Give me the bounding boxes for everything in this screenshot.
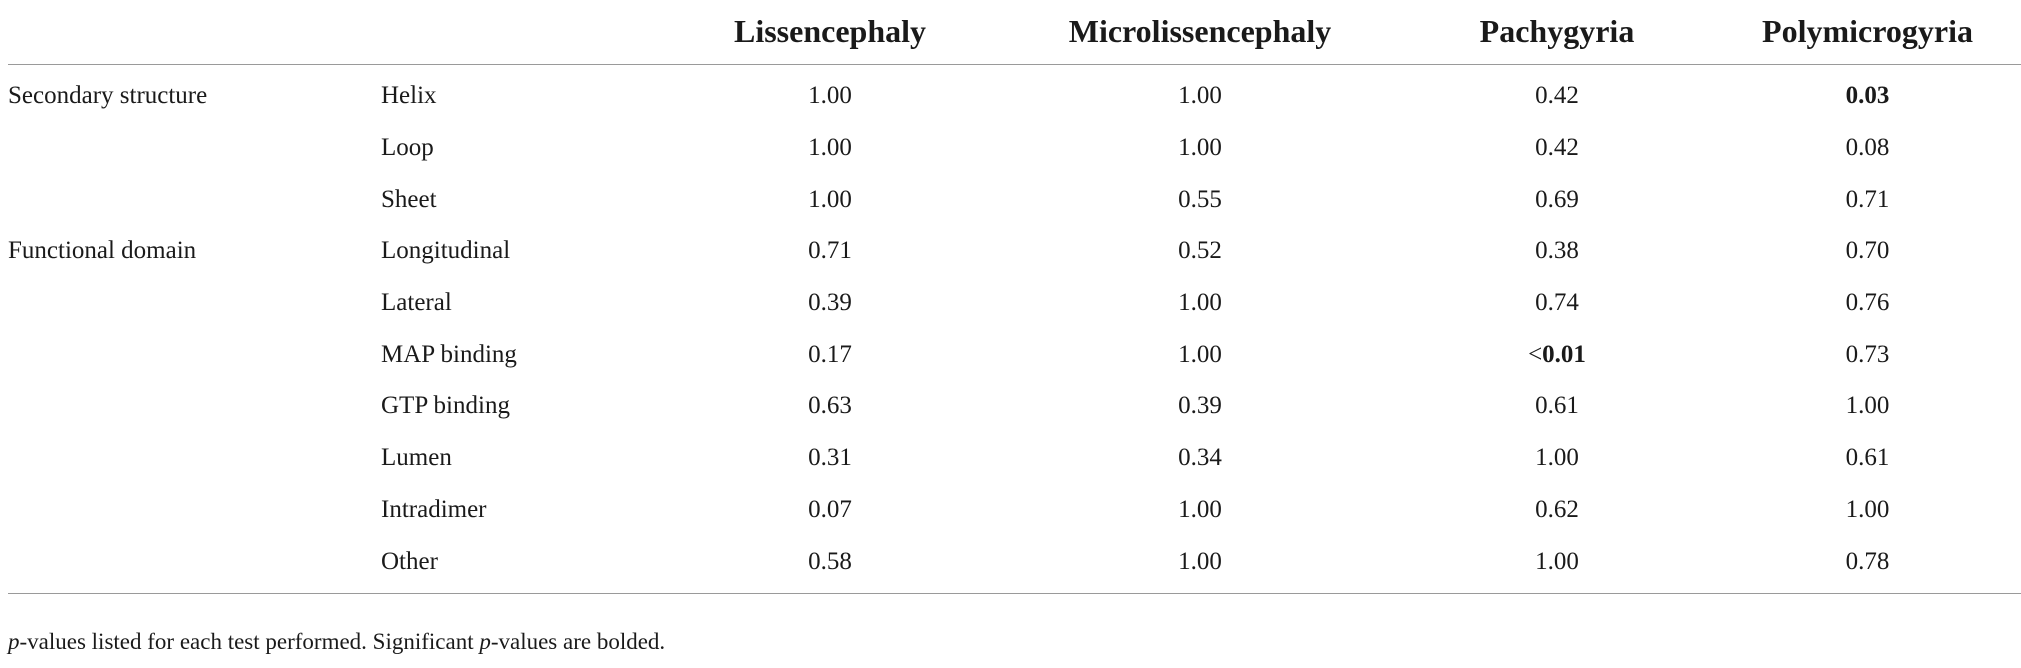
header-microlissencephaly: Microlissencephaly [1000,0,1400,65]
cell-lissencephaly: 1.00 [808,82,852,110]
header-lissencephaly: Lissencephaly [660,0,1000,65]
cell-polymicrogyria: 0.70 [1845,237,1890,265]
row-sub-label: Loop [381,134,434,162]
cell-pachygyria: 0.42 [1535,134,1579,162]
row-group-label [8,484,379,536]
cell-lissencephaly: 0.63 [808,392,852,420]
cell-pachygyria: 0.62 [1535,495,1579,523]
row-group-label: Secondary structure [8,82,208,110]
cell-pachygyria: 0.61 [1535,392,1579,420]
cell-microlissencephaly: 1.00 [1178,82,1222,110]
cell-pachygyria: 1.00 [1400,535,1714,595]
row-group-label [8,174,379,226]
row-group-label [8,277,379,329]
cell-pachygyria: 0.42 [1535,82,1579,110]
cell-microlissencephaly: 0.39 [1178,392,1222,420]
header-polymicrogyria: Polymicrogyria [1714,0,2021,65]
cell-microlissencephaly: 0.52 [1178,237,1222,265]
cell-microlissencephaly: 1.00 [1178,134,1222,162]
table-body: Secondary structure Helix 1.00 1.00 0.42 0.03… [8,64,2021,595]
table-row: Functional domain Longitudinal 0.71 0.52 0.3… [8,226,2021,278]
header-cell-group [8,0,379,65]
cell-lissencephaly: 0.07 [808,495,852,523]
cell-pachygyria: 1.00 [1535,444,1579,472]
row-group-label: Functional domain [8,237,197,265]
cell-polymicrogyria: 0.78 [1714,535,2021,595]
table-row: Lumen 0.31 0.34 1.00 0.61 [8,432,2021,484]
table-row: MAP binding 0.17 1.00 <0.01 0.73 [8,329,2021,381]
cell-microlissencephaly: 1.00 [1178,289,1222,317]
cell-lissencephaly: 0.71 [808,237,852,265]
cell-microlissencephaly: 1.00 [1178,495,1222,523]
cell-pachygyria: <0.01 [1528,340,1586,368]
row-sub-label: Other [379,535,660,595]
table-row: Loop 1.00 1.00 0.42 0.08 [8,122,2021,174]
cell-polymicrogyria: 0.03 [1845,82,1890,110]
cell-microlissencephaly: 1.00 [1178,340,1222,368]
footnote-text-2: -values are bolded. [490,629,666,654]
table-row: Other 0.58 1.00 1.00 0.78 [8,535,2021,595]
row-group-label [8,122,379,174]
footnote-p-symbol: p [8,629,20,654]
cell-polymicrogyria: 0.73 [1845,340,1890,368]
cell-pachygyria: 0.38 [1535,237,1579,265]
row-sub-label: Sheet [381,185,437,213]
cell-lissencephaly: 1.00 [808,134,852,162]
table-row: Sheet 1.00 0.55 0.69 0.71 [8,174,2021,226]
cell-polymicrogyria: 1.00 [1845,392,1890,420]
cell-microlissencephaly: 0.34 [1178,444,1222,472]
cell-lissencephaly: 0.31 [808,444,852,472]
table-row: Secondary structure Helix 1.00 1.00 0.42 0.03 [8,64,2021,122]
row-sub-label: Intradimer [381,495,487,523]
cell-polymicrogyria: 0.71 [1845,185,1890,213]
row-group-label [8,432,379,484]
cell-microlissencephaly: 0.55 [1178,185,1222,213]
cell-pachygyria: 0.74 [1535,289,1579,317]
row-sub-label: Longitudinal [381,237,511,265]
row-group-label [8,535,379,595]
cell-pachygyria: 0.69 [1535,185,1579,213]
cell-lissencephaly: 0.58 [660,535,1000,595]
row-sub-label: Lumen [381,444,452,472]
row-sub-label: MAP binding [381,340,517,368]
cell-polymicrogyria: 0.76 [1845,289,1890,317]
header-pachygyria: Pachygyria [1400,0,1714,65]
header-cell-sub [379,0,660,65]
results-table: Lissencephaly Microlissencephaly Pachygy… [8,0,2021,595]
cell-polymicrogyria: 1.00 [1845,495,1890,523]
cell-polymicrogyria: 0.08 [1845,134,1890,162]
table-header: Lissencephaly Microlissencephaly Pachygy… [8,0,2021,65]
row-sub-label: Helix [381,82,437,110]
cell-lissencephaly: 0.39 [808,289,852,317]
footnote-text-1: -values listed for each test performed. … [19,629,480,654]
row-group-label [8,381,379,433]
table-row: Lateral 0.39 1.00 0.74 0.76 [8,277,2021,329]
cell-microlissencephaly: 1.00 [1000,535,1400,595]
table-row: GTP binding 0.63 0.39 0.61 1.00 [8,381,2021,433]
cell-lissencephaly: 1.00 [808,185,852,213]
footnote-p-symbol: p [479,629,491,654]
row-sub-label: GTP binding [381,392,510,420]
table-footnote: p-values listed for each test performed.… [8,629,665,655]
table-row: Intradimer 0.07 1.00 0.62 1.00 [8,484,2021,536]
cell-lissencephaly: 0.17 [808,340,852,368]
row-sub-label: Lateral [381,289,452,317]
cell-polymicrogyria: 0.61 [1845,444,1890,472]
row-group-label [8,329,379,381]
